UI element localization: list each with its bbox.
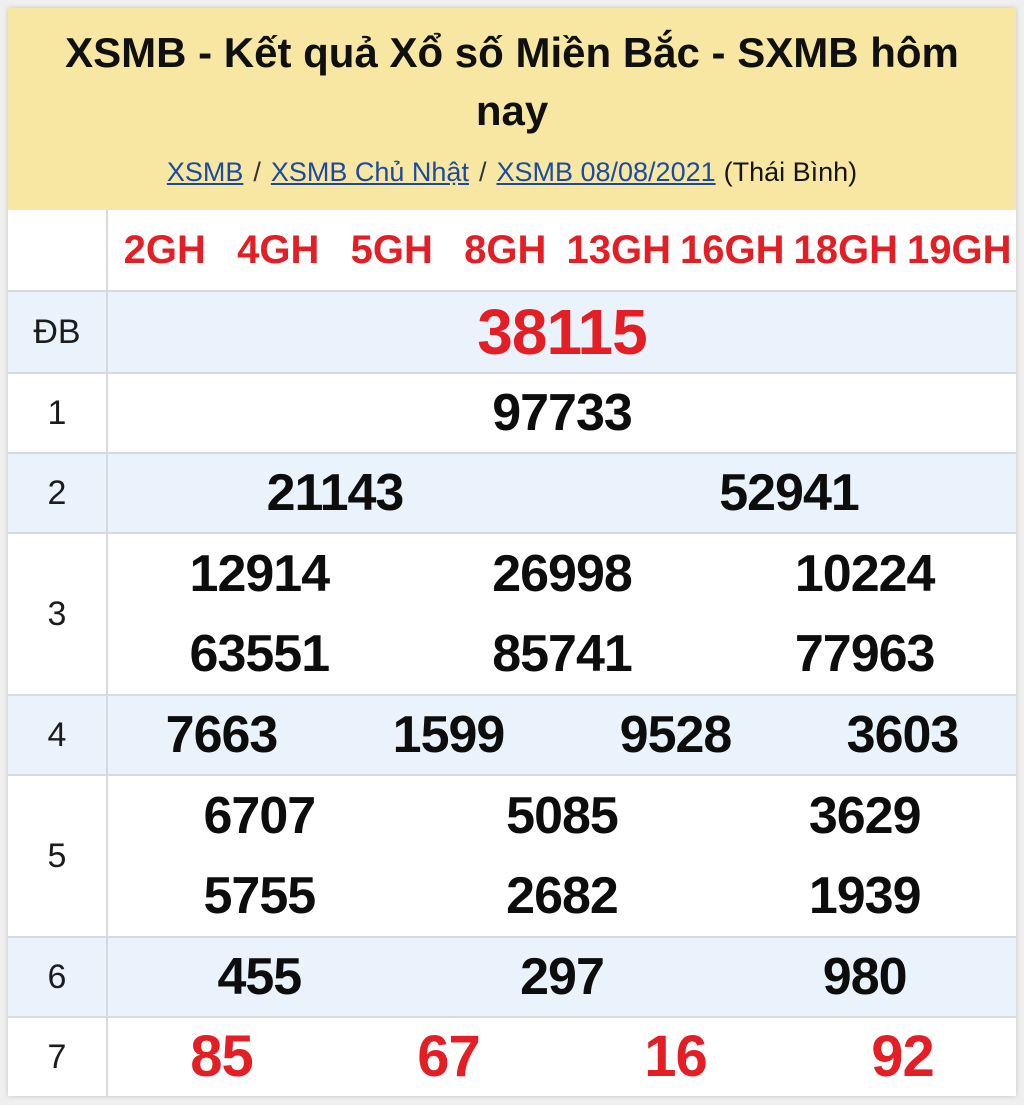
prize-row-label: 2	[8, 454, 108, 532]
breadcrumb: XSMB / XSMB Chủ Nhật / XSMB 08/08/2021 (Thái …	[38, 156, 986, 188]
page-title: XSMB - Kết quả Xổ số Miền Bắc - SXMB hôm…	[65, 29, 959, 134]
prize-number: 63551	[189, 625, 331, 683]
prize-number: 297	[520, 948, 605, 1006]
column-header-label: 2GH	[123, 227, 206, 272]
prize-row-5: 5 6707 5085 3629 5755 2682 1939	[8, 774, 1016, 936]
prize-number-line: 97733	[108, 374, 1016, 452]
prize-row-label: 5	[8, 776, 108, 936]
breadcrumb-link[interactable]: XSMB	[166, 157, 244, 187]
column-header-label: 13GH	[566, 227, 672, 272]
column-header-label: 5GH	[350, 227, 433, 272]
prize-number: 455	[217, 948, 302, 1006]
prize-row-2: 2 21143 52941	[8, 452, 1016, 532]
column-header-row: 2GH 4GH 5GH 8GH 13GH 16GH 18GH 19GH	[8, 210, 1016, 290]
prize-row-6: 6 455 297 980	[8, 936, 1016, 1016]
prize-number: 10224	[794, 545, 936, 603]
prize-number-line: 7663 1599 9528 3603	[108, 696, 1016, 774]
prize-number-line: 63551 85741 77963	[108, 614, 1016, 694]
prize-number: 3629	[808, 787, 922, 845]
prize-number: 67	[417, 1024, 481, 1089]
prize-number: 85741	[492, 625, 633, 683]
prize-row-label: 4	[8, 696, 108, 774]
prize-number-line: 21143 52941	[108, 454, 1016, 532]
breadcrumb-link[interactable]: XSMB 08/08/2021	[496, 157, 716, 187]
prize-row-label: 7	[8, 1018, 108, 1096]
column-header-spacer	[8, 210, 108, 290]
prize-number: 21143	[266, 464, 405, 522]
prize-number: 16	[644, 1024, 708, 1089]
prize-number-line: 38115	[108, 292, 1016, 372]
column-header-label: 8GH	[464, 227, 547, 272]
breadcrumb-separator: /	[478, 157, 487, 187]
prize-number: 77963	[794, 625, 936, 683]
prize-number: 1939	[808, 867, 922, 925]
column-header-label: 4GH	[237, 227, 320, 272]
prize-row-label: 3	[8, 534, 108, 694]
column-header-label: 16GH	[680, 227, 785, 272]
column-header-label: 18GH	[793, 227, 899, 272]
prize-row-7: 7 85 67 16 92	[8, 1016, 1016, 1096]
prize-number-line: 6707 5085 3629	[108, 776, 1016, 856]
results-card: XSMB - Kết quả Xổ số Miền Bắc - SXMB hôm…	[8, 8, 1016, 1096]
prize-row-label: 1	[8, 374, 108, 452]
prize-number: 980	[822, 948, 908, 1006]
prize-number: 1599	[392, 706, 506, 764]
prize-number: 92	[871, 1024, 935, 1089]
prize-number: 6707	[203, 787, 316, 845]
prize-number: 85	[190, 1024, 254, 1089]
prize-number-line: 455 297 980	[108, 938, 1016, 1016]
page-header: XSMB - Kết quả Xổ số Miền Bắc - SXMB hôm…	[8, 8, 1016, 210]
prize-row-label: 6	[8, 938, 108, 1016]
prize-number: 97733	[492, 384, 633, 442]
prize-number: 3603	[846, 706, 960, 764]
prize-number-line: 5755 2682 1939	[108, 856, 1016, 936]
breadcrumb-link[interactable]: XSMB Chủ Nhật	[270, 157, 469, 187]
prize-number-line: 12914 26998 10224	[108, 534, 1016, 614]
breadcrumb-region-suffix: (Thái Bình)	[723, 157, 858, 187]
prize-number-line: 85 67 16 92	[108, 1018, 1016, 1096]
column-headers: 2GH 4GH 5GH 8GH 13GH 16GH 18GH 19GH	[108, 210, 1016, 290]
prize-row-4: 4 7663 1599 9528 3603	[8, 694, 1016, 774]
prize-number: 5085	[506, 787, 619, 845]
prize-row-3: 3 12914 26998 10224 63551 85741 77963	[8, 532, 1016, 694]
prize-row-1: 1 97733	[8, 372, 1016, 452]
lottery-results-table: 2GH 4GH 5GH 8GH 13GH 16GH 18GH 19GH ĐB 38115 1 977…	[8, 210, 1016, 1096]
prize-number: 9528	[619, 706, 733, 764]
prize-number: 12914	[189, 545, 331, 603]
prize-row-ĐB: ĐB 38115	[8, 290, 1016, 372]
prize-number: 52941	[719, 464, 860, 522]
prize-number: 26998	[492, 545, 633, 603]
prize-number: 7663	[165, 706, 279, 764]
prize-number: 2682	[506, 867, 619, 925]
column-header-label: 19GH	[907, 227, 1012, 272]
prize-row-label: ĐB	[8, 292, 108, 372]
prize-number: 38115	[477, 296, 647, 368]
prize-number: 5755	[203, 867, 316, 925]
breadcrumb-separator: /	[253, 157, 261, 187]
